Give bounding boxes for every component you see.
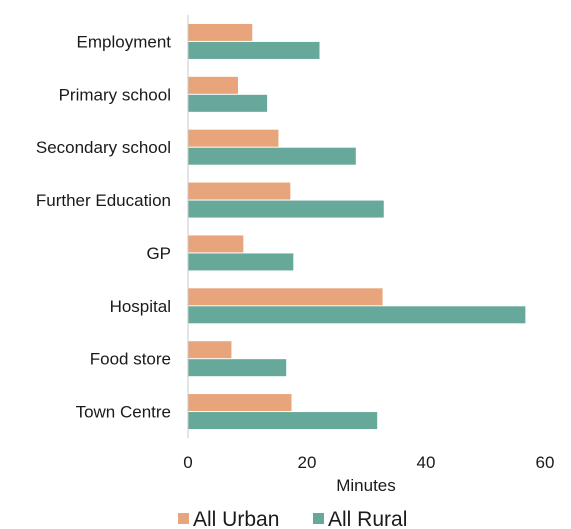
legend-label-all-rural: All Rural [328, 508, 407, 529]
bars-layer [188, 23, 526, 430]
bar-all-urban-town-centre [188, 394, 292, 412]
bar-all-rural-gp [188, 253, 294, 271]
bar-all-urban-hospital [188, 288, 383, 306]
bar-all-rural-primary-school [188, 94, 268, 112]
bar-all-urban-secondary-school [188, 129, 279, 147]
category-label-employment: Employment [77, 32, 172, 51]
category-label-further-education: Further Education [36, 191, 171, 210]
category-label-gp: GP [146, 244, 171, 263]
category-label-food-store: Food store [90, 350, 171, 369]
x-tick-label-40: 40 [417, 453, 436, 472]
bar-all-urban-employment [188, 23, 253, 41]
category-label-town-centre: Town Centre [76, 403, 171, 422]
category-label-secondary-school: Secondary school [36, 138, 171, 157]
bar-all-urban-primary-school [188, 76, 238, 94]
bar-all-rural-employment [188, 41, 320, 59]
bar-all-rural-town-centre [188, 412, 378, 430]
bar-all-rural-secondary-school [188, 147, 356, 165]
bar-all-rural-hospital [188, 306, 526, 324]
bar-all-urban-gp [188, 235, 244, 253]
bar-all-rural-food-store [188, 359, 287, 377]
x-tick-label-0: 0 [183, 453, 192, 472]
legend: All Urban All Rural [178, 508, 407, 529]
category-label-hospital: Hospital [110, 297, 171, 316]
legend-swatch-all-rural [313, 513, 324, 524]
legend-swatch-all-urban [178, 513, 189, 524]
x-tick-label-20: 20 [298, 453, 317, 472]
category-label-primary-school: Primary school [59, 85, 171, 104]
x-axis-title: Minutes [336, 476, 396, 495]
bar-all-urban-food-store [188, 341, 232, 359]
x-tick-labels: 0 20 40 60 [183, 453, 554, 472]
category-labels: Employment Primary school Secondary school… [36, 32, 171, 421]
legend-label-all-urban: All Urban [193, 508, 279, 529]
x-tick-label-60: 60 [536, 453, 555, 472]
bar-all-urban-further-education [188, 182, 291, 200]
bar-all-rural-further-education [188, 200, 384, 218]
